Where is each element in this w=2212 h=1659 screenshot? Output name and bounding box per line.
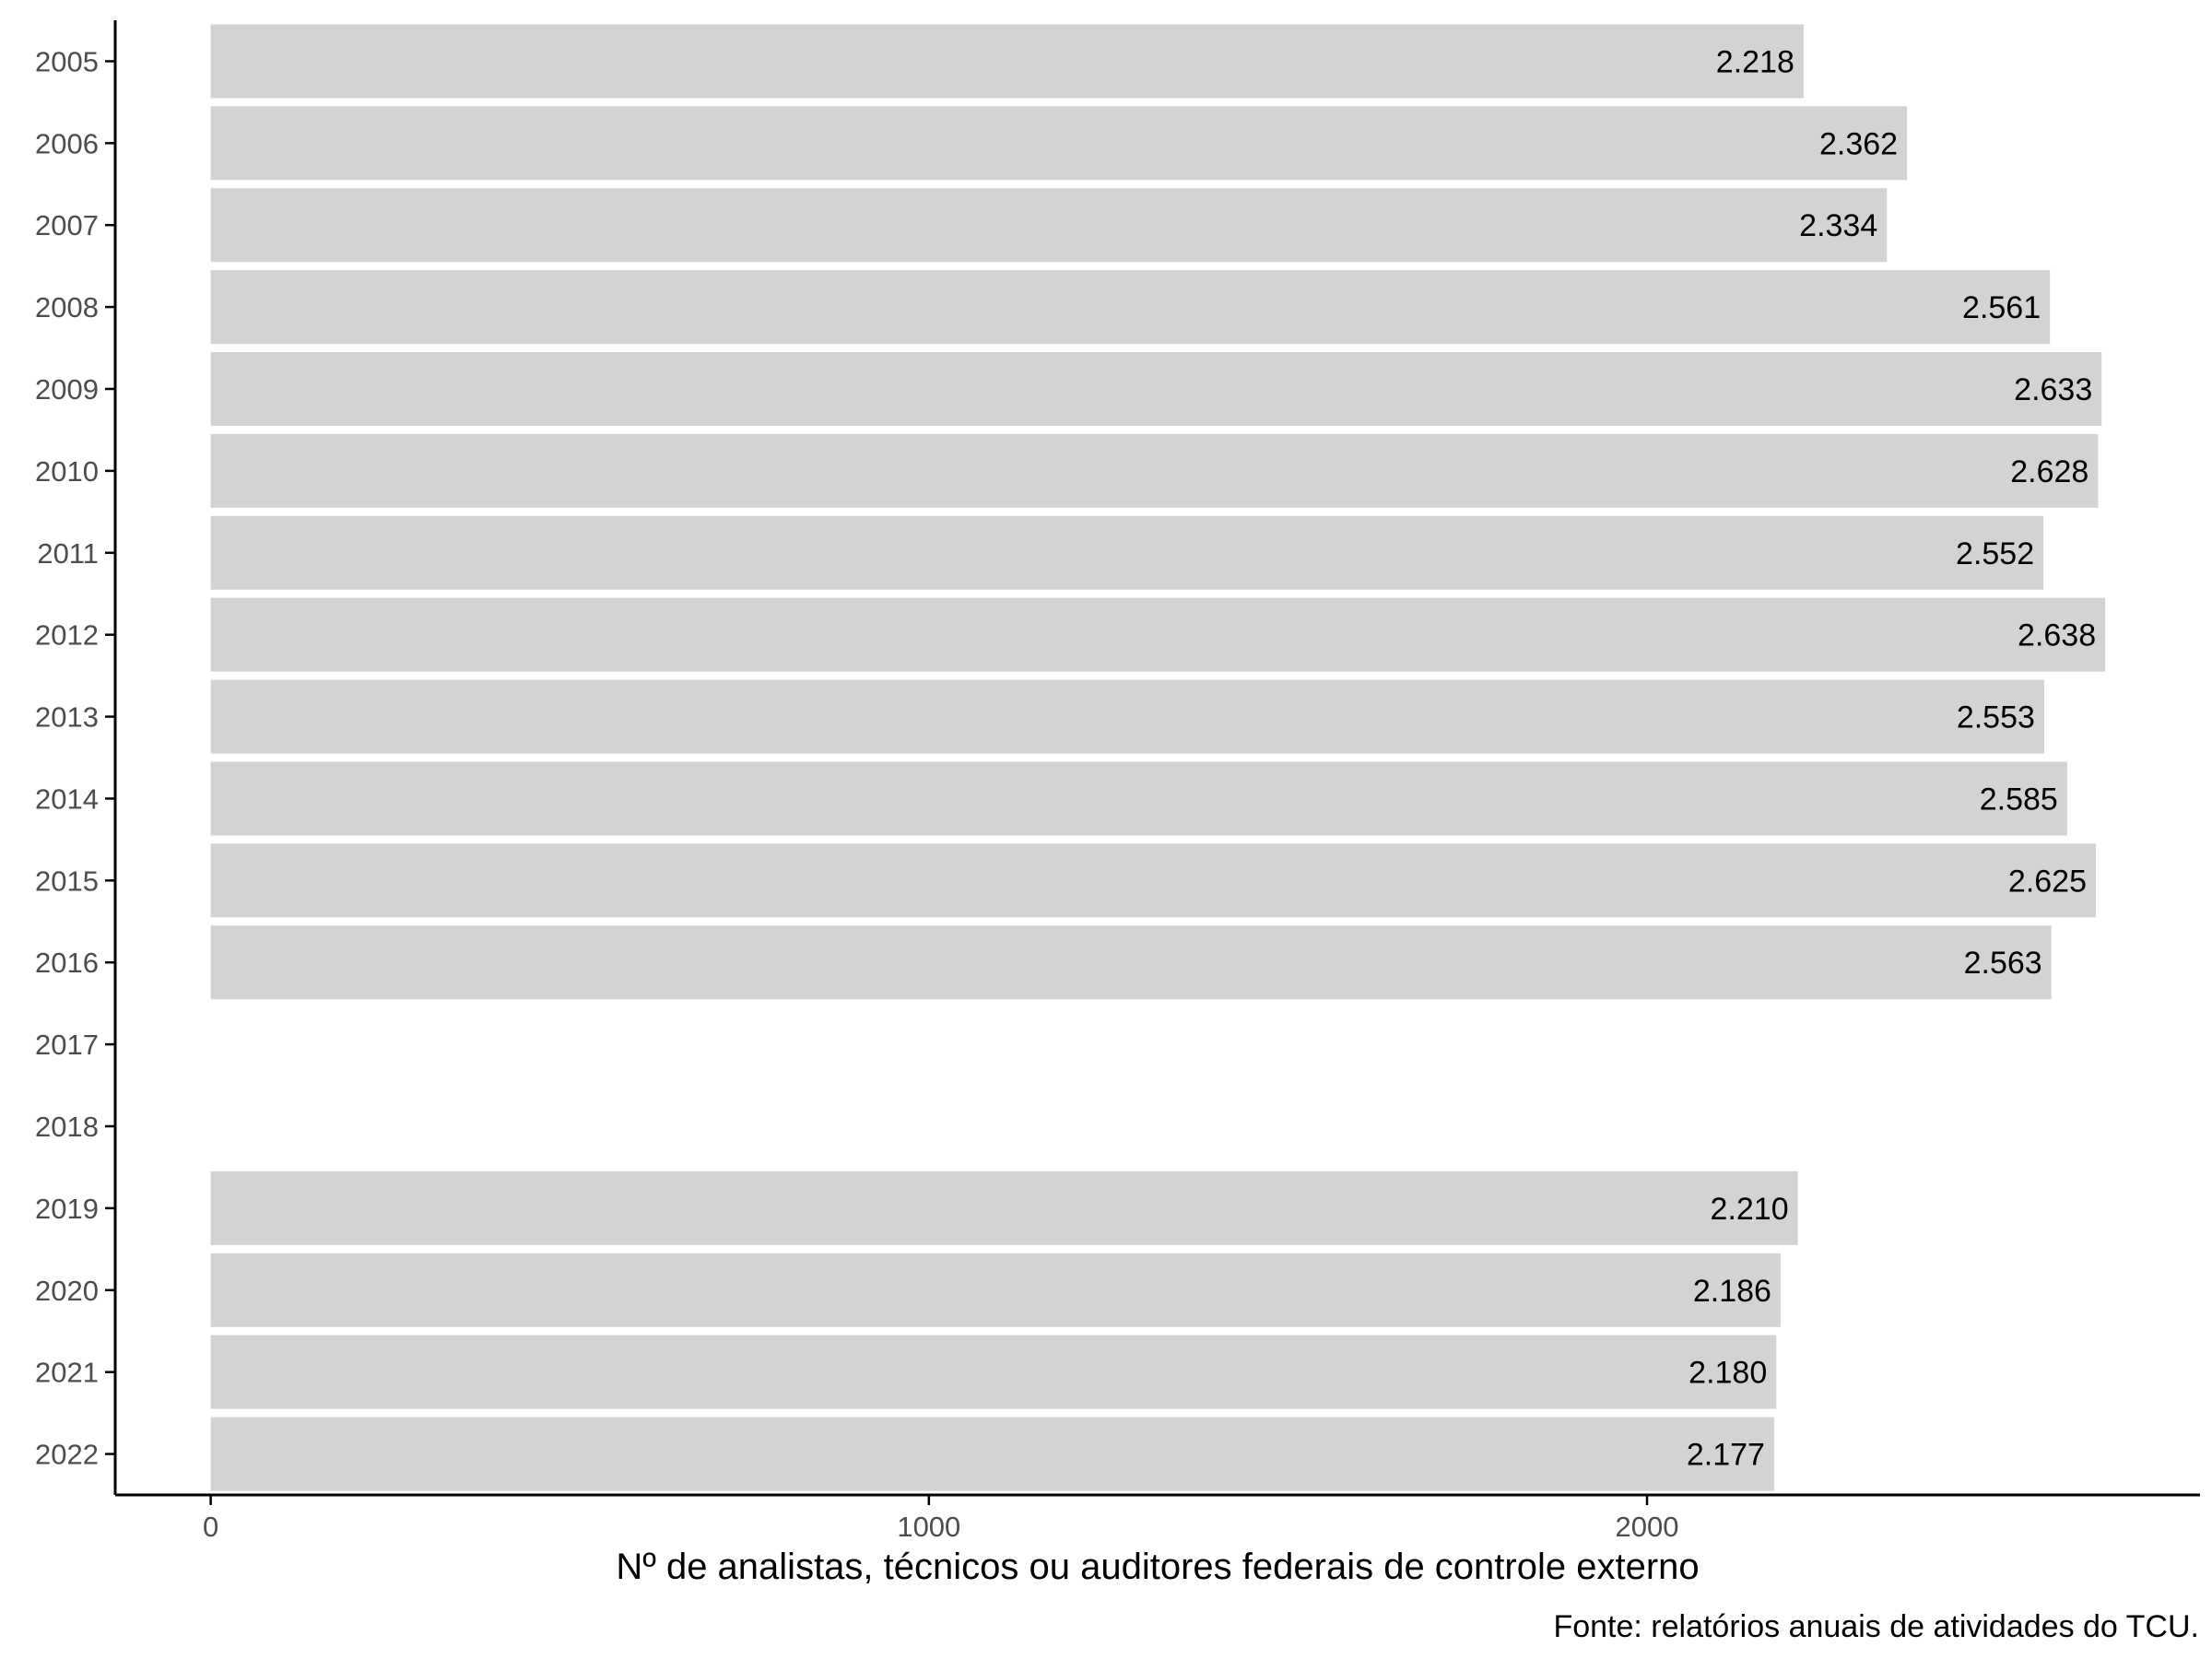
y-tick-label-2007: 2007 <box>35 209 99 241</box>
x-tick-label-2000: 2000 <box>1616 1511 1679 1543</box>
bar-2014 <box>210 761 2067 836</box>
bar-value-label-2012: 2.638 <box>2018 618 2096 653</box>
bar-2021 <box>210 1335 1777 1409</box>
bar-2012 <box>210 597 2106 672</box>
y-tick-label-2016: 2016 <box>35 947 99 979</box>
bar-value-label-2011: 2.552 <box>1956 536 2034 571</box>
bar-value-label-2014: 2.585 <box>1980 782 2058 817</box>
bar-value-label-2008: 2.561 <box>1962 290 2041 325</box>
y-tick-label-2015: 2015 <box>35 865 99 897</box>
y-tick-label-2006: 2006 <box>35 127 99 159</box>
y-tick-label-2008: 2008 <box>35 291 99 324</box>
bar-value-label-2020: 2.186 <box>1693 1274 1771 1309</box>
bar-2013 <box>210 679 2044 754</box>
bar-labels-layer: 2.218 2.362 2.334 2.561 2.633 2.628 2.552 2.638… <box>1687 44 2096 1472</box>
bar-value-label-2013: 2.553 <box>1957 700 2035 735</box>
bar-2009 <box>210 352 2102 426</box>
y-tick-label-2019: 2019 <box>35 1193 99 1225</box>
bar-2022 <box>210 1417 1774 1491</box>
source-caption: Fonte: relatórios anuais de atividades d… <box>1553 1609 2199 1644</box>
y-tick-label-2009: 2009 <box>35 373 99 406</box>
y-tick-label-2012: 2012 <box>35 619 99 652</box>
y-tick-label-2022: 2022 <box>35 1439 99 1471</box>
bars-layer <box>210 24 2106 1491</box>
x-axis-ticks: 0 1000 2000 <box>203 1495 1679 1543</box>
y-tick-label-2020: 2020 <box>35 1275 99 1307</box>
bar-2008 <box>210 270 2051 345</box>
bar-2006 <box>210 106 1908 181</box>
y-tick-label-2010: 2010 <box>35 455 99 488</box>
bar-2007 <box>210 188 1888 263</box>
bar-2019 <box>210 1171 1798 1245</box>
x-axis-title: Nº de analistas, técnicos ou auditores f… <box>616 1547 1700 1587</box>
y-tick-label-2018: 2018 <box>35 1111 99 1143</box>
y-tick-label-2005: 2005 <box>35 45 99 77</box>
bar-value-label-2010: 2.628 <box>2010 454 2088 489</box>
bar-value-label-2021: 2.180 <box>1688 1356 1767 1391</box>
bar-2020 <box>210 1253 1781 1327</box>
x-tick-label-1000: 1000 <box>897 1511 960 1543</box>
y-tick-label-2017: 2017 <box>35 1029 99 1061</box>
bar-value-label-2007: 2.334 <box>1799 208 1877 243</box>
x-tick-label-0: 0 <box>203 1511 218 1543</box>
bar-value-label-2016: 2.563 <box>1964 946 2042 981</box>
y-tick-label-2021: 2021 <box>35 1357 99 1389</box>
y-tick-label-2013: 2013 <box>35 701 99 734</box>
y-tick-label-2011: 2011 <box>37 537 99 570</box>
bar-value-label-2005: 2.218 <box>1716 44 1794 79</box>
bar-2011 <box>210 515 2044 590</box>
bar-2005 <box>210 24 1804 99</box>
bar-value-label-2006: 2.362 <box>1819 126 1898 161</box>
bar-2015 <box>210 843 2097 918</box>
bar-value-label-2009: 2.633 <box>2014 372 2092 407</box>
bar-value-label-2019: 2.210 <box>1711 1192 1789 1227</box>
bar-2010 <box>210 433 2099 508</box>
bar-value-label-2022: 2.177 <box>1687 1438 1765 1473</box>
y-tick-label-2014: 2014 <box>35 782 99 815</box>
bar-2016 <box>210 925 2052 1000</box>
y-axis-ticks: 2005 2006 2007 2008 2009 2010 2011 2012 2013 2014… <box>35 45 115 1471</box>
bar-value-label-2015: 2.625 <box>2008 864 2087 899</box>
